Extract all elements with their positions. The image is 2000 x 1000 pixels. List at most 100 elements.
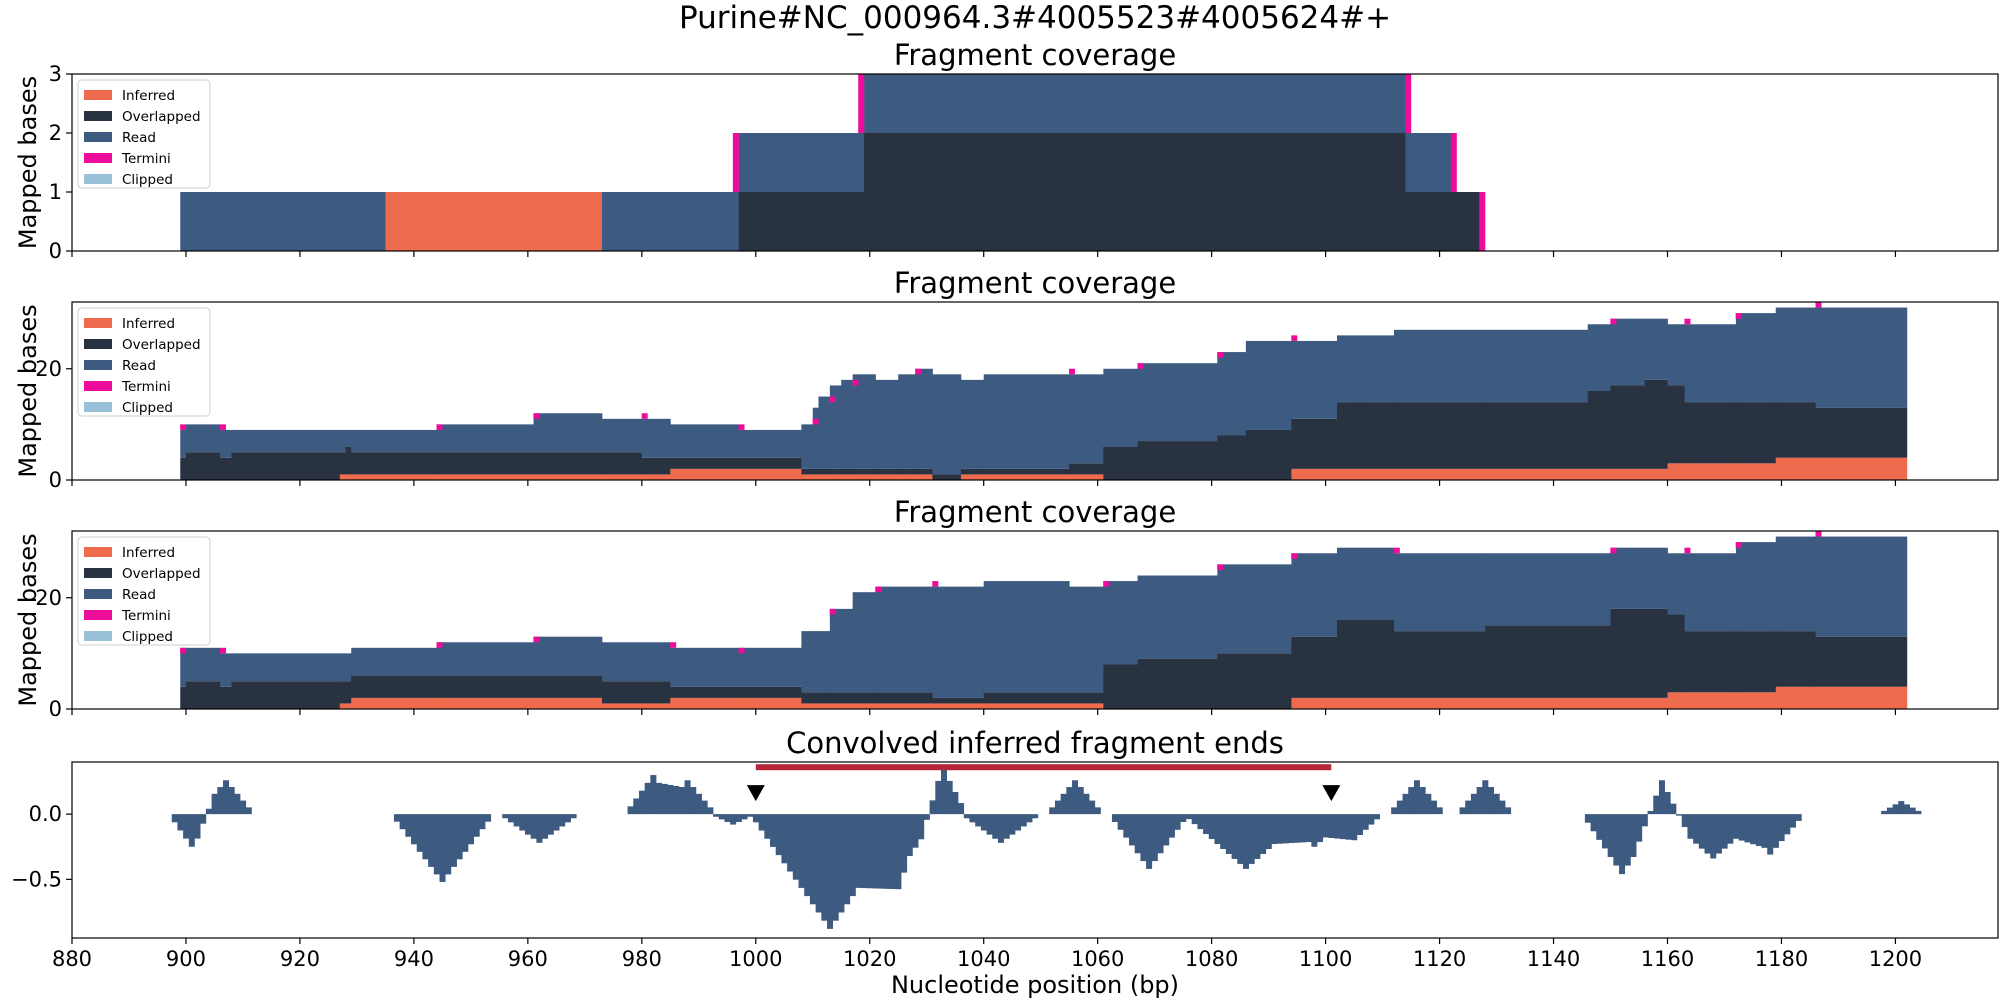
convolved-bar	[525, 814, 532, 835]
convolved-bar	[929, 800, 936, 815]
read-bar	[436, 424, 534, 453]
read-bar	[738, 647, 802, 687]
read-bar	[185, 647, 221, 682]
plot-area	[171, 764, 1922, 929]
convolved-bar	[507, 814, 514, 823]
axes-frame	[71, 530, 1999, 710]
figure-title: Purine#NC_000964.3#4005523#4005624#+	[679, 0, 1391, 36]
convolved-bar	[1647, 810, 1654, 815]
panel-title: Convolved inferred fragment ends	[786, 726, 1284, 760]
inferred-bar	[1291, 697, 1338, 709]
convolved-bar	[855, 814, 862, 888]
terminus-mark	[180, 424, 187, 430]
convolved-bar	[234, 793, 241, 815]
convolved-bar	[752, 814, 759, 823]
overlapped-bar	[812, 468, 819, 475]
convolved-bar	[428, 814, 435, 867]
overlapped-bar	[875, 692, 933, 704]
convolved-bar	[1339, 814, 1346, 840]
convolved-bar	[1505, 807, 1512, 815]
overlapped-bar	[185, 452, 221, 480]
read-bar	[1735, 542, 1777, 632]
convolved-bar	[456, 814, 463, 860]
convolved-bar	[468, 814, 475, 845]
inferred-bar	[601, 474, 643, 480]
read-bar	[533, 636, 603, 676]
overlapped-bar	[1103, 664, 1138, 709]
inferred-bar	[670, 697, 740, 709]
convolved-bar	[223, 780, 230, 815]
convolved-bar	[245, 807, 252, 815]
convolved-bar	[901, 814, 908, 873]
read-bar	[852, 592, 876, 693]
overlapped-bar	[983, 692, 1070, 704]
convolved-bar	[1670, 803, 1677, 815]
convolved-bar	[1123, 814, 1130, 838]
x-axis-label: Nucleotide position (bp)	[891, 971, 1179, 999]
convolved-bar	[411, 814, 418, 845]
y-tick-label: 3	[49, 62, 62, 86]
convolved-bar	[1915, 810, 1922, 815]
overlapped-bar	[1610, 608, 1668, 698]
plot-area	[180, 302, 1908, 480]
convolved-bar	[1305, 814, 1312, 843]
overlapped-bar	[1359, 402, 1395, 469]
read-bar	[1587, 324, 1611, 391]
convolved-bar	[542, 814, 549, 839]
inferred-bar	[852, 703, 876, 709]
terminus-mark	[1405, 74, 1412, 133]
inferred-bar	[339, 474, 346, 480]
inferred-bar	[533, 474, 603, 480]
convolved-bar	[1607, 814, 1614, 857]
convolved-bar	[1111, 814, 1118, 822]
inferred-bar	[875, 474, 899, 480]
inferred-bar	[898, 474, 916, 480]
x-tick-label: 940	[394, 947, 434, 971]
convolved-bar	[1892, 804, 1899, 815]
terminus-mark	[1069, 368, 1076, 375]
legend-swatch-read	[84, 589, 112, 599]
inferred-bar	[436, 697, 534, 709]
convolved-bar	[798, 814, 805, 888]
convolved-bar	[1368, 814, 1375, 825]
read-bar	[915, 368, 933, 469]
overlapped-bar	[801, 468, 814, 475]
overlapped-bar	[738, 192, 865, 251]
read-bar	[1610, 318, 1646, 386]
overlapped-bar	[898, 468, 916, 475]
terminus-mark	[875, 586, 882, 593]
read-bar	[932, 586, 985, 698]
convolved-bar	[1197, 814, 1204, 830]
read-bar	[864, 74, 1406, 133]
convolved-bar	[650, 775, 657, 815]
convolved-bar	[1054, 800, 1061, 815]
inferred-bar	[1684, 692, 1737, 709]
inferred-bar	[829, 703, 854, 709]
overlapped-bar	[339, 681, 352, 704]
convolved-bar	[1601, 814, 1608, 849]
legend-label: Read	[122, 130, 156, 146]
convolved-bar	[713, 814, 720, 817]
convolved-bar	[473, 814, 480, 837]
convolved-bar	[838, 814, 845, 913]
terminus-mark	[732, 133, 739, 192]
x-tick-label: 1160	[1641, 947, 1694, 971]
read-bar	[875, 379, 899, 469]
read-bar	[812, 407, 819, 469]
convolved-bar	[1744, 814, 1751, 843]
overlapped-bar	[852, 692, 876, 704]
convolved-bar	[1322, 814, 1329, 838]
convolved-bar	[1049, 807, 1056, 815]
y-tick-label: 0	[49, 468, 62, 492]
overlapped-bar	[1393, 631, 1486, 698]
convolved-bar	[1265, 814, 1272, 849]
overlapped-bar	[829, 692, 854, 704]
inferred-bar	[1069, 703, 1104, 709]
inferred-bar	[932, 703, 985, 709]
convolved-bar	[1334, 814, 1341, 839]
convolved-bar	[1294, 814, 1301, 843]
overlapped-bar	[1815, 407, 1908, 458]
y-tick-label: 0.0	[29, 802, 62, 826]
inferred-bar	[670, 468, 740, 480]
terminus-mark	[533, 636, 540, 643]
